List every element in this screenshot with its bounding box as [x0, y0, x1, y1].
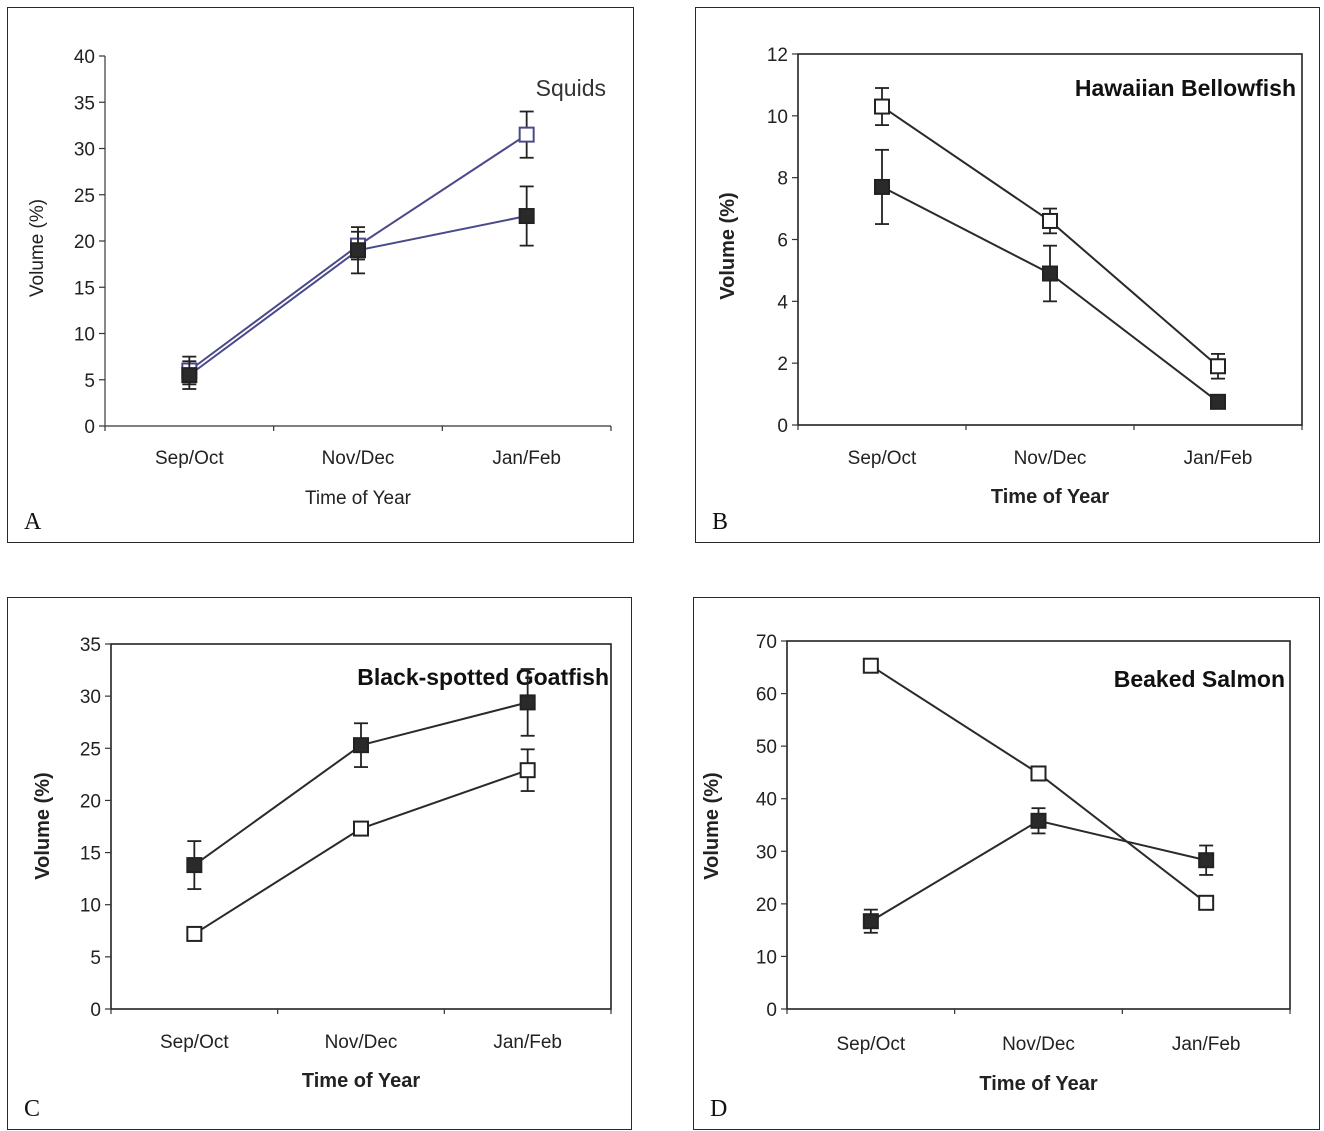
open-square-marker: [1042, 212, 1058, 229]
panel-b: 0 2 4 6 8 10 12 Sep/Oct Nov/Dec Jan/Feb Time of Ye…: [695, 7, 1320, 543]
plot-area-frame: [786, 640, 1291, 1010]
x-tick-label: Nov/Dec: [325, 1032, 398, 1053]
x-tick-label: Jan/Feb: [492, 448, 561, 469]
x-tick-label: Nov/Dec: [322, 448, 395, 469]
chart-black-spotted-goatfish: 0 5 10 15 20 25 30 35 Sep/Oct Nov/Dec Jan/Feb Time …: [32, 635, 612, 1092]
series-line-open: [193, 769, 528, 935]
chart-squids: 0 5 10 15 20 25 30 35 40 Sep/Oct Nov/Dec Jan/Feb Tim…: [27, 47, 612, 509]
series-line-open: [881, 105, 1219, 368]
y-tick-label: 2: [777, 354, 788, 375]
x-axis-title: Time of Year: [979, 1073, 1097, 1095]
panel-d: 0 10 20 30 40 50 60 70 Sep/Oct Nov/Dec Jan/Feb Time…: [693, 597, 1320, 1130]
chart-beaked-salmon: 0 10 20 30 40 50 60 70 Sep/Oct Nov/Dec Jan/Feb Time…: [701, 632, 1291, 1095]
chart-title: Black-spotted Goatfish: [357, 664, 609, 690]
open-square-marker: [353, 820, 369, 837]
x-tick-label: Jan/Feb: [493, 1032, 562, 1053]
x-tick-label: Jan/Feb: [1172, 1034, 1241, 1055]
y-tick-label: 50: [756, 737, 777, 758]
x-axis-title: Time of Year: [991, 486, 1109, 508]
open-square-marker: [874, 98, 890, 115]
y-tick-label: 0: [777, 416, 788, 437]
x-tick-label: Sep/Oct: [837, 1034, 906, 1055]
y-tick-label: 35: [80, 635, 101, 656]
y-tick-label: 10: [756, 947, 777, 968]
x-tick-label: Jan/Feb: [1184, 448, 1253, 469]
y-tick-label: 6: [777, 231, 788, 252]
x-axis-title: Time of Year: [305, 488, 412, 509]
y-tick-label: 40: [74, 47, 95, 68]
open-square-marker: [518, 126, 535, 143]
y-tick-label: 20: [80, 791, 101, 812]
filled-square-marker: [1030, 812, 1047, 829]
y-tick-label: 4: [777, 292, 788, 313]
open-square-marker: [519, 762, 536, 779]
y-axis-title: Volume (%): [717, 192, 739, 299]
open-square-marker: [1198, 894, 1215, 911]
y-tick-label: 15: [74, 278, 95, 299]
filled-square-marker: [519, 694, 536, 711]
y-tick-label: 10: [80, 896, 101, 917]
x-tick-label: Sep/Oct: [155, 448, 224, 469]
chart-hawaiian-bellowfish: 0 2 4 6 8 10 12 Sep/Oct Nov/Dec Jan/Feb Time of Ye…: [717, 45, 1303, 508]
y-tick-label: 70: [756, 632, 777, 653]
y-axis-title: Volume (%): [27, 199, 48, 297]
plot-area-frame: [110, 643, 612, 1010]
panel-letter: B: [712, 509, 729, 535]
x-tick-label: Nov/Dec: [1014, 448, 1087, 469]
filled-square-marker: [1210, 393, 1226, 410]
chart-title: Beaked Salmon: [1114, 666, 1285, 692]
chart-title: Hawaiian Bellowfish: [1075, 75, 1296, 101]
panel-letter: D: [710, 1096, 728, 1122]
y-tick-label: 20: [756, 895, 777, 916]
open-square-marker: [1210, 358, 1226, 375]
y-tick-label: 30: [756, 842, 777, 863]
y-tick-label: 60: [756, 685, 777, 706]
panel-letter: C: [24, 1096, 41, 1122]
filled-square-marker: [874, 178, 890, 195]
x-tick-label: Nov/Dec: [1002, 1034, 1075, 1055]
open-square-marker: [1030, 765, 1047, 782]
y-tick-label: 10: [74, 325, 95, 346]
filled-square-marker: [862, 913, 879, 930]
open-square-marker: [862, 657, 879, 674]
y-tick-label: 25: [80, 739, 101, 760]
y-tick-label: 40: [756, 790, 777, 811]
x-tick-label: Sep/Oct: [848, 448, 917, 469]
plot-area-frame: [797, 53, 1303, 426]
chart-title: Squids: [536, 75, 606, 101]
filled-square-marker: [1042, 265, 1058, 282]
filled-square-marker: [350, 242, 366, 259]
y-axis-title: Volume (%): [701, 772, 723, 879]
y-tick-label: 35: [74, 93, 95, 114]
filled-square-marker: [353, 737, 369, 754]
y-tick-label: 8: [777, 169, 788, 190]
y-tick-label: 0: [766, 1000, 777, 1021]
panel-c: 0 5 10 15 20 25 30 35 Sep/Oct Nov/Dec Jan/Feb Time …: [7, 597, 632, 1130]
x-axis-title: Time of Year: [302, 1070, 420, 1092]
filled-square-marker: [1198, 852, 1215, 869]
y-tick-label: 0: [84, 417, 95, 438]
y-tick-label: 20: [74, 232, 95, 253]
y-tick-label: 5: [90, 948, 101, 969]
y-axis-title: Volume (%): [32, 772, 54, 879]
panel-letter: A: [24, 509, 42, 535]
y-tick-label: 10: [767, 107, 788, 128]
open-square-marker: [186, 925, 203, 942]
y-tick-label: 30: [74, 140, 95, 161]
y-tick-label: 30: [80, 687, 101, 708]
x-tick-label: Sep/Oct: [160, 1032, 229, 1053]
y-tick-label: 15: [80, 844, 101, 865]
y-tick-label: 5: [84, 371, 95, 392]
series-line-filled: [870, 819, 1207, 923]
y-tick-label: 25: [74, 186, 95, 207]
filled-square-marker: [186, 857, 203, 874]
y-tick-label: 12: [767, 45, 788, 66]
y-tick-label: 0: [90, 1000, 101, 1021]
panel-a: 0 5 10 15 20 25 30 35 40 Sep/Oct Nov/Dec Jan/Feb Tim…: [7, 7, 634, 543]
series-line-open: [870, 664, 1207, 904]
filled-square-marker: [181, 367, 198, 384]
filled-square-marker: [518, 208, 535, 225]
